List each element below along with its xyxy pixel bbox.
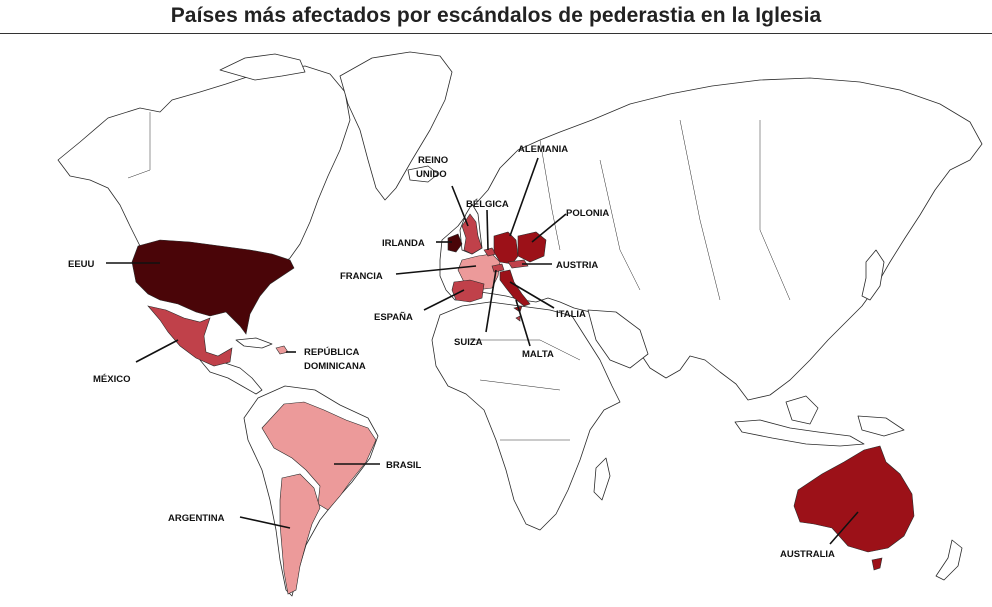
label-belgica: BÉLGICA — [466, 199, 509, 210]
land-north-america — [58, 66, 350, 266]
land-cuba — [236, 338, 272, 348]
country-eeuu[interactable] — [132, 240, 294, 334]
label-malta: MALTA — [522, 349, 554, 360]
land-indonesia — [735, 420, 864, 446]
label-polonia: POLONIA — [566, 208, 609, 219]
label-australia: AUSTRALIA — [780, 549, 835, 560]
leader-belgica — [487, 210, 488, 250]
country-australia-tasmania[interactable] — [872, 558, 882, 570]
leader-mexico — [136, 340, 178, 362]
label-italia: ITALIA — [556, 309, 586, 320]
land-madagascar — [594, 458, 610, 500]
label-francia: FRANCIA — [340, 271, 383, 282]
land-borneo — [786, 396, 818, 424]
country-mexico[interactable] — [148, 306, 232, 366]
label-mexico: MÉXICO — [93, 374, 130, 385]
label-suiza: SUIZA — [454, 337, 483, 348]
country-argentina[interactable] — [280, 474, 320, 594]
label-eeuu: EEUU — [68, 259, 95, 270]
label-brasil: BRASIL — [386, 460, 422, 471]
land-new-guinea — [858, 416, 904, 436]
label-austria: AUSTRIA — [556, 260, 598, 271]
land-central-america — [200, 360, 262, 394]
country-espana[interactable] — [452, 280, 484, 302]
label-espana: ESPAÑA — [374, 312, 413, 323]
label-irlanda: IRLANDA — [382, 238, 425, 249]
label-republica-dominicana: REPÚBLICA DOMINICANA — [304, 346, 366, 372]
country-australia[interactable] — [794, 446, 914, 552]
label-alemania: ALEMANIA — [518, 144, 568, 155]
land-new-zealand — [936, 540, 962, 580]
label-argentina: ARGENTINA — [168, 513, 225, 524]
